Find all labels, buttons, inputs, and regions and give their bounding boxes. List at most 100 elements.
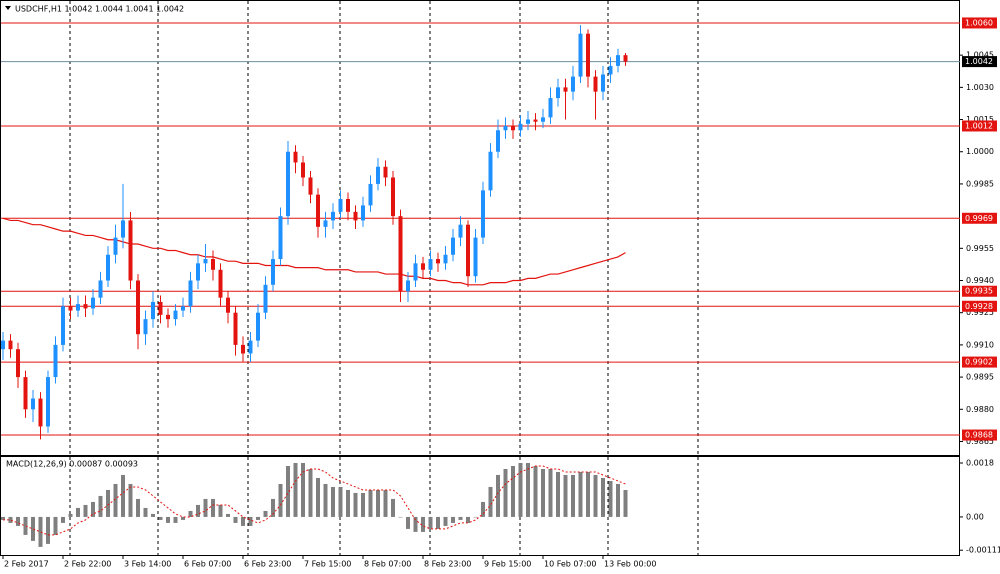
macd-bar: [113, 483, 118, 517]
level-tag-bg: [962, 429, 997, 441]
candle-body: [346, 198, 350, 212]
macd-bar: [376, 489, 380, 517]
macd-bar: [151, 513, 155, 517]
macd-bar: [428, 516, 433, 529]
candle-body: [548, 98, 553, 118]
macd-title: MACD(12,26,9) 0.00087 0.00093: [6, 460, 138, 469]
macd-bar: [293, 462, 298, 517]
y-tick-label: 1.0000: [966, 147, 994, 156]
x-tick-label: 7 Feb 15:00: [304, 560, 351, 569]
macd-bar: [8, 516, 13, 523]
macd-bar: [16, 516, 20, 526]
chart-title: USDCHF,H1 1.0042 1.0044 1.0041 1.0042: [15, 5, 184, 14]
level-tag-label: 0.9928: [965, 302, 993, 311]
macd-bar: [76, 507, 80, 517]
y-tick-label: 1.0030: [966, 83, 994, 92]
candle-body: [248, 340, 253, 354]
y-tick-label: 0.9880: [966, 405, 994, 414]
macd-bar: [451, 516, 455, 523]
level-tag-label: 0.9969: [965, 214, 993, 223]
candle-body: [286, 151, 290, 217]
macd-bar: [196, 504, 200, 517]
macd-bar: [361, 492, 365, 517]
macd-bar: [31, 516, 35, 541]
candle-body: [481, 190, 485, 238]
candle-body: [436, 259, 440, 264]
macd-bar: [188, 510, 193, 517]
candle-body: [83, 304, 88, 309]
macd-bar: [391, 498, 395, 517]
candle-body: [503, 125, 508, 131]
candle-body: [428, 259, 433, 270]
macd-bar: [316, 477, 320, 517]
macd-bar: [233, 516, 238, 523]
macd-bar: [121, 474, 125, 517]
candle-body: [586, 33, 590, 77]
candle-body: [233, 312, 238, 345]
level-tag: 0.9935: [962, 285, 997, 297]
candle-body: [46, 377, 50, 427]
macd-bar: [616, 483, 620, 517]
level-tag: 1.0012: [962, 120, 997, 132]
level-tag-bg: [962, 285, 997, 297]
main-panel-frame: [0, 0, 960, 456]
candle-body: [571, 76, 575, 92]
level-tag: 1.0060: [962, 17, 997, 29]
macd-bar: [443, 516, 448, 526]
macd-bar: [256, 516, 260, 520]
candle-body: [616, 55, 620, 66]
candle-body: [271, 259, 275, 285]
candle-body: [181, 306, 185, 311]
x-tick-label: 13 Feb 00:00: [604, 560, 656, 569]
macd-bar: [128, 483, 133, 517]
x-tick-label: 6 Feb 23:00: [244, 560, 291, 569]
candle-body: [376, 166, 380, 184]
candle-body: [533, 119, 538, 122]
candle-body: [1, 340, 5, 350]
macd-bar: [218, 504, 223, 517]
macd-bar: [158, 516, 163, 520]
macd-bar: [623, 489, 628, 517]
candle-body: [391, 177, 395, 217]
macd-bar: [38, 516, 43, 547]
candle-body: [608, 65, 613, 75]
macd-bar: [353, 492, 358, 517]
macd-panel-frame: [0, 456, 960, 556]
level-tag-label: 1.0060: [965, 18, 993, 27]
macd-bar: [421, 516, 425, 532]
macd-bar: [46, 516, 50, 544]
macd-bar: [106, 489, 110, 517]
candle-body: [106, 254, 110, 281]
macd-bar: [331, 486, 335, 517]
y-tick-label: 0.9910: [966, 340, 994, 349]
macd-bar: [68, 513, 73, 517]
level-tag-bg: [962, 356, 997, 368]
candle-body: [451, 237, 455, 255]
macd-bar: [503, 468, 508, 517]
x-tick-label: 2 Feb 2017: [4, 560, 49, 569]
candle-body: [323, 220, 328, 227]
candle-body: [8, 340, 13, 350]
macd-bar: [98, 495, 103, 517]
macd-bar: [53, 516, 58, 535]
candle-body: [166, 314, 170, 320]
macd-bar: [398, 516, 403, 518]
x-tick-label: 6 Feb 07:00: [184, 560, 231, 569]
macd-bar: [526, 462, 530, 517]
macd-signal: [3, 465, 626, 536]
candle-body: [353, 211, 358, 221]
candle-body: [413, 263, 418, 281]
macd-bar: [593, 474, 598, 517]
x-tick-label: 2 Feb 22:00: [64, 560, 111, 569]
macd-bar: [301, 462, 305, 517]
macd-bar: [226, 513, 230, 517]
macd-bar: [23, 516, 28, 535]
candle-body: [16, 349, 20, 378]
candle-body: [91, 297, 95, 309]
y-tick-label: 0.9925: [966, 308, 994, 317]
x-tick-label: 10 Feb 07:00: [544, 560, 596, 569]
candle-body: [421, 263, 425, 270]
candle-body: [383, 166, 388, 178]
